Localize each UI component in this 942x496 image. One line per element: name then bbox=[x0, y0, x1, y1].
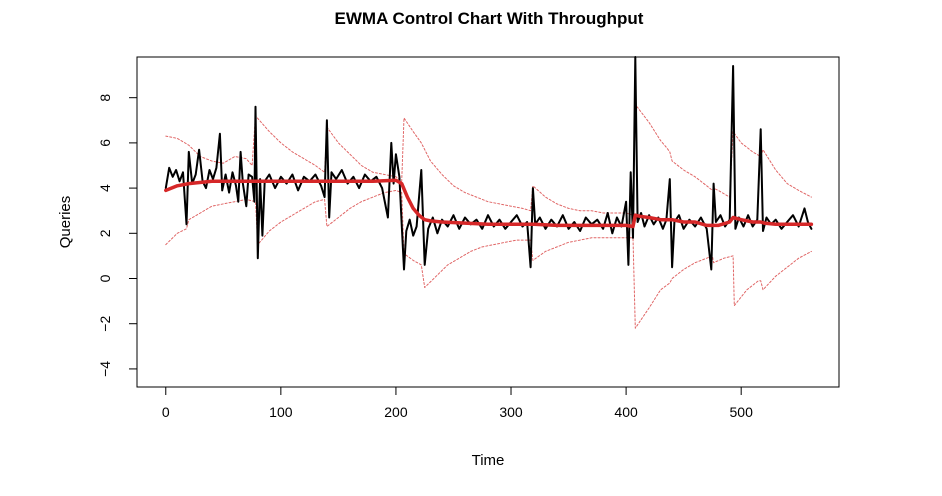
y-tick-label: −4 bbox=[97, 361, 113, 377]
y-tick-label: 8 bbox=[97, 94, 113, 102]
ewma-line bbox=[164, 178, 814, 229]
x-tick-label: 300 bbox=[499, 404, 523, 420]
y-tick-label: 2 bbox=[97, 229, 113, 237]
chart-title: EWMA Control Chart With Throughput bbox=[335, 9, 644, 28]
y-axis: −4 −2 0 2 4 6 8 bbox=[97, 94, 138, 377]
x-tick-label: 0 bbox=[162, 404, 170, 420]
x-tick-label: 400 bbox=[614, 404, 638, 420]
x-tick-label: 200 bbox=[384, 404, 408, 420]
y-tick-label: −2 bbox=[97, 316, 113, 332]
y-tick-label: 6 bbox=[97, 139, 113, 147]
y-axis-label: Queries bbox=[57, 196, 74, 249]
x-axis: 0 100 200 300 400 500 bbox=[162, 386, 754, 420]
throughput-line bbox=[164, 56, 813, 271]
y-tick-label: 4 bbox=[97, 184, 113, 192]
y-tick-label: 0 bbox=[97, 274, 113, 282]
lower-limit-line bbox=[165, 189, 812, 329]
series-layer bbox=[164, 56, 814, 329]
x-tick-label: 500 bbox=[730, 404, 754, 420]
x-axis-label: Time bbox=[472, 452, 505, 469]
x-tick-label: 100 bbox=[269, 404, 293, 420]
